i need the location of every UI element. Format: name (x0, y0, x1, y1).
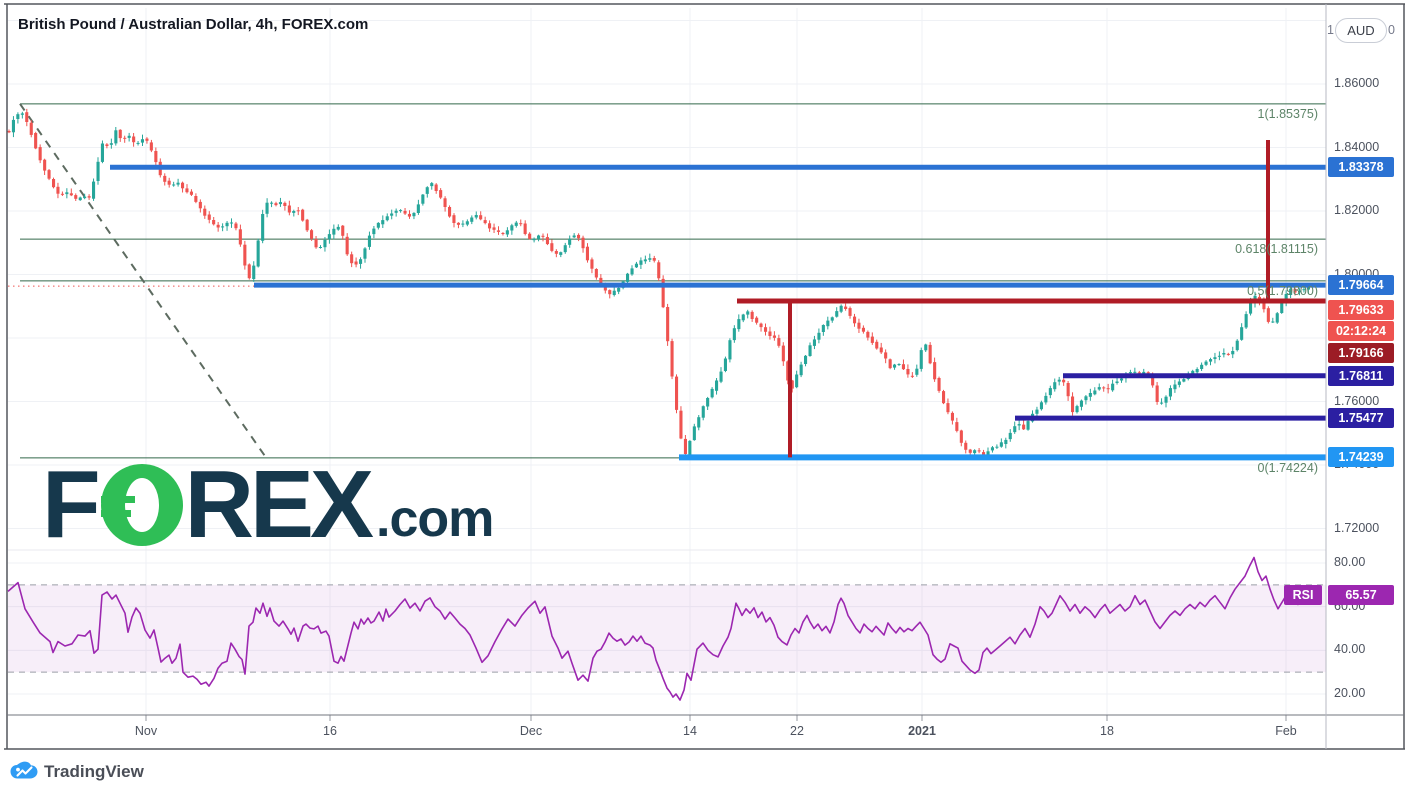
fib-level-label: 1(1.85375) (1257, 106, 1318, 121)
watermark-letter-f: F (42, 451, 101, 558)
price-axis-tick-label: 1.76000 (1334, 393, 1380, 408)
price-axis-tick-label: 80.00 (1334, 555, 1366, 569)
currency-toggle-button[interactable]: AUD (1334, 17, 1387, 43)
price-axis-value-label: 1.83378 (1328, 157, 1394, 178)
countdown-label: 02:12:24 (1328, 321, 1394, 341)
currency-toggle-row: 1 AUD 0 (1327, 17, 1395, 43)
last-price-label: 1.79633 (1328, 300, 1394, 320)
rsi-band (8, 584, 1326, 673)
price-axis-tick-label: 40.00 (1334, 642, 1366, 657)
time-axis-label: 16 (323, 724, 337, 738)
price-axis-tick-label: 1.82000 (1334, 203, 1380, 217)
axis-partial-digit-right: 0 (1387, 23, 1395, 37)
fib-level-label: 0.618(1.81115) (1235, 242, 1318, 257)
price-axis-value-label: 1.74239 (1328, 447, 1394, 468)
time-axis-label: 14 (683, 724, 697, 738)
watermark-letters-rex: REX (184, 451, 374, 558)
price-axis-value-label: 1.79166 (1328, 343, 1394, 363)
price-axis-tick-label: 1.86000 (1334, 76, 1380, 90)
chart-title: British Pound / Australian Dollar, 4h, F… (18, 16, 369, 33)
price-axis-tick-label: 20.00 (1334, 685, 1366, 700)
rsi-line[interactable] (7, 556, 1311, 701)
time-axis-label: Nov (134, 724, 158, 738)
price-axis-tick-label: 1.84000 (1334, 139, 1380, 154)
tradingview-brand-text: TradingView (44, 762, 144, 781)
rsi-value-label: 65.57 (1328, 584, 1394, 605)
time-axis-label: 18 (1100, 724, 1114, 738)
watermark-suffix: .com (376, 490, 494, 548)
price-axis-value-label: 1.79664 (1328, 275, 1394, 296)
chart-canvas[interactable] (0, 0, 1410, 750)
time-axis-label: 2021 (908, 724, 936, 738)
price-axis[interactable]: 1.86000 1.84000 1.83378 1.82000 1.80000 1.796… (1327, 0, 1410, 750)
axis-partial-digit-left: 1 (1327, 23, 1334, 37)
time-axis-label: Dec (519, 724, 543, 738)
price-axis-tick-label: 1.72000 (1334, 520, 1380, 535)
rsi-indicator-tag: RSI (1284, 584, 1322, 605)
trendline[interactable] (19, 103, 266, 457)
price-axis-value-label: 1.76811 (1328, 365, 1394, 386)
forex-watermark: F REX .com (42, 451, 494, 558)
fib-level-label: 0(1.74224) (1257, 460, 1318, 475)
price-axis-value-label: 1.75477 (1328, 408, 1394, 429)
forex-o-icon (96, 464, 183, 546)
time-axis-label: 22 (790, 724, 804, 738)
fib-level-label: 0.5(1.79800) (1247, 283, 1318, 298)
time-axis-label: Feb (1275, 724, 1297, 738)
tradingview-attribution[interactable]: TradingView (10, 761, 144, 783)
candlestick-series[interactable] (7, 108, 1311, 459)
tradingview-logo-icon (10, 761, 38, 779)
